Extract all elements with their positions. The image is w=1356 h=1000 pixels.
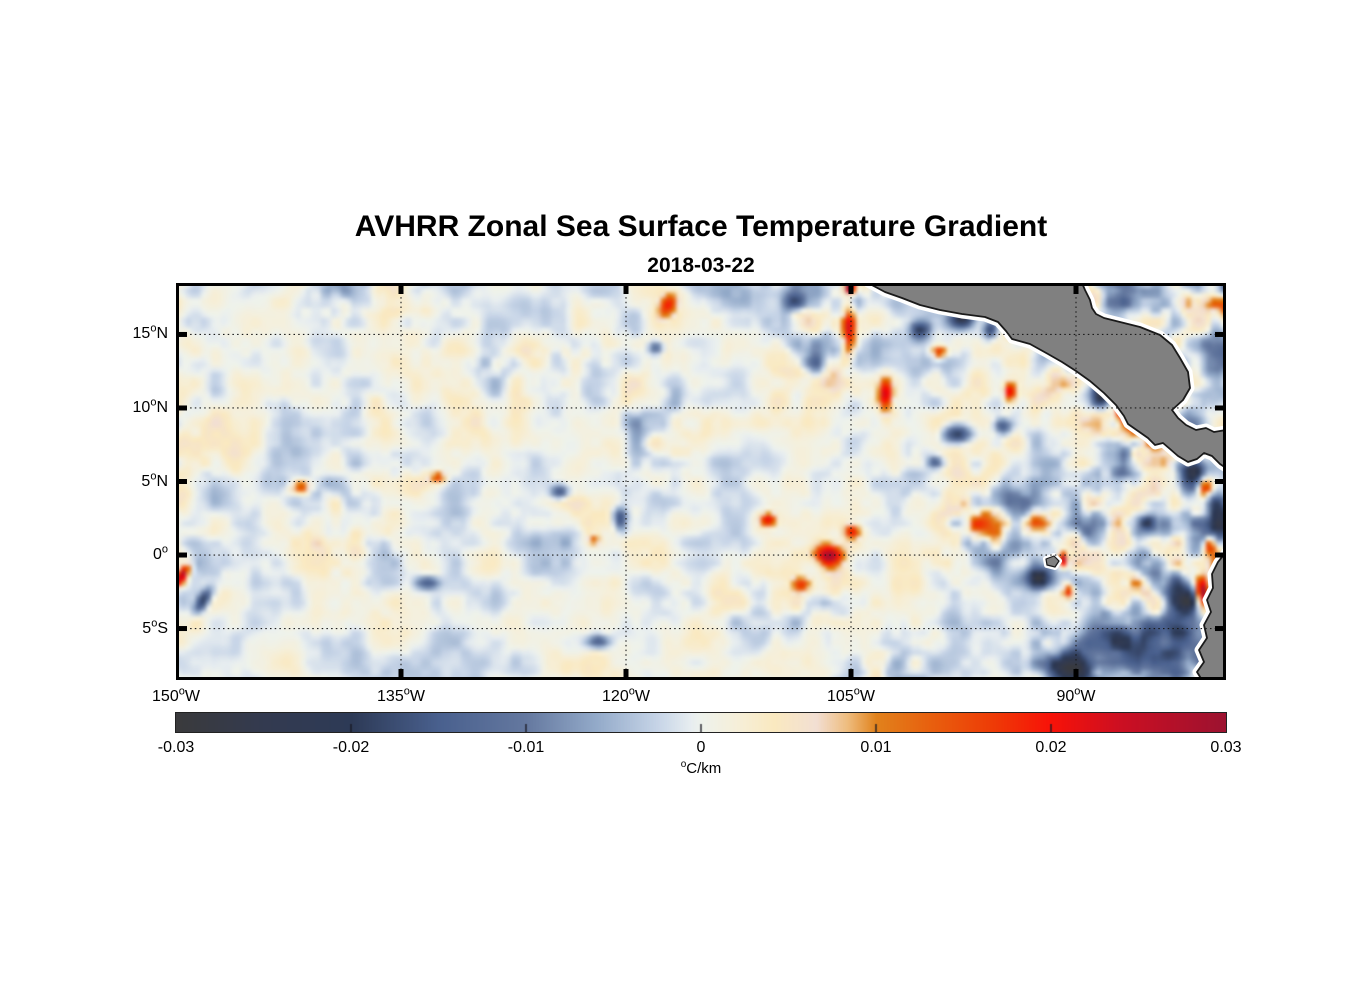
colorbar-unit-label: oC/km [176, 759, 1226, 777]
tick-mark-right [1215, 331, 1226, 337]
tick-mark-left [176, 626, 187, 632]
tick-mark-left [176, 331, 187, 337]
unit-text: C/km [686, 760, 722, 777]
x-tick-label: 135oW [377, 685, 425, 705]
chart-title: AVHRR Zonal Sea Surface Temperature Grad… [354, 210, 1048, 243]
colorbar-tick-label: -0.03 [157, 739, 195, 756]
map-overlay [176, 283, 1226, 680]
colorbar-tick-label: -0.01 [507, 739, 545, 756]
y-tick-label: 5oS [142, 617, 168, 637]
tick-mark-right [1215, 626, 1226, 632]
tick-mark-top [398, 283, 404, 294]
tick-mark-right [1215, 405, 1226, 411]
tick-mark-left [176, 552, 187, 558]
colorbar [175, 712, 1227, 733]
axes-border [176, 283, 1226, 680]
colorbar-tick-label: 0 [696, 739, 706, 756]
tick-mark-top [1073, 283, 1079, 294]
map-plot-area [176, 283, 1226, 680]
y-tick-label: 10oN [132, 396, 168, 416]
y-tick-label: 0o [152, 543, 168, 564]
colorbar-tick-label: 0.01 [860, 739, 892, 756]
x-tick-label: 90oW [1056, 685, 1096, 705]
tick-mark-top [623, 283, 629, 294]
tick-mark-bottom [623, 669, 629, 680]
x-tick-label: 150oW [152, 685, 200, 705]
land-polygon-galapagos [1045, 555, 1060, 568]
tick-mark-left [176, 479, 187, 484]
tick-mark-top [848, 283, 854, 294]
y-tick-label: 15oN [132, 323, 168, 343]
y-tick-label: 5oN [141, 470, 168, 490]
tick-mark-left [176, 405, 187, 411]
colorbar-tick-label: 0.02 [1035, 739, 1067, 756]
degree-superscript: o [680, 759, 687, 770]
tick-mark-bottom [398, 669, 404, 680]
tick-mark-right [1215, 479, 1226, 484]
tick-mark-bottom [1073, 669, 1079, 680]
land-polygon-central-america [867, 283, 1226, 469]
tick-mark-bottom [848, 669, 854, 680]
chart-date-subtitle: 2018-03-22 [647, 254, 755, 277]
x-tick-label: 105oW [827, 685, 875, 705]
tick-mark-right [1215, 552, 1226, 558]
colorbar-tick-label: -0.02 [332, 739, 370, 756]
x-tick-label: 120oW [602, 685, 650, 705]
colorbar-tick-label: 0.03 [1210, 739, 1242, 756]
